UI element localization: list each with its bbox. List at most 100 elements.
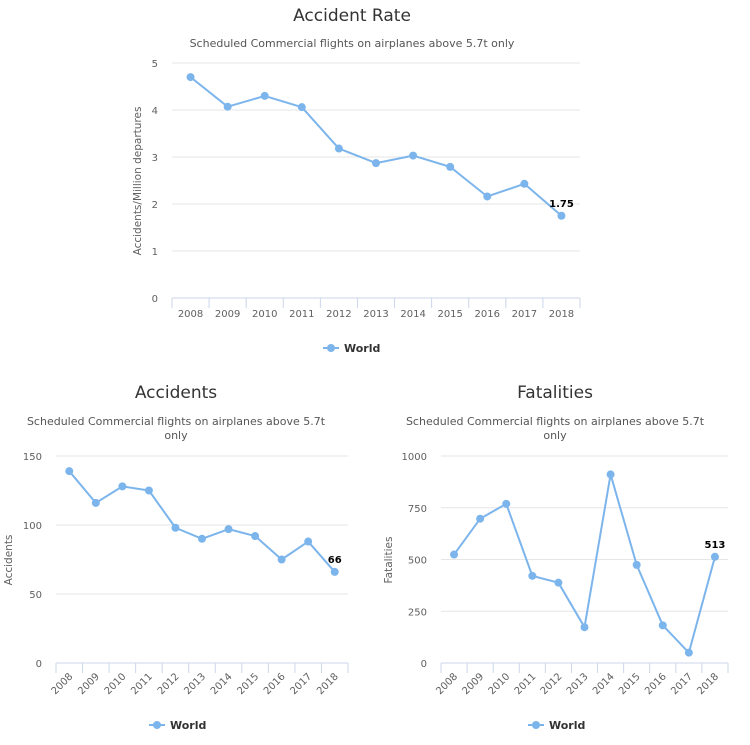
data-point[interactable] bbox=[684, 648, 693, 657]
y-tick-label: 0 bbox=[152, 294, 158, 305]
x-tick-label: 2009 bbox=[76, 671, 102, 697]
x-tick-label: 2015 bbox=[235, 671, 261, 697]
x-tick-label: 2017 bbox=[289, 671, 315, 697]
chart-subtitle: Scheduled Commercial flights on airplane… bbox=[27, 415, 326, 428]
x-tick-label: 2016 bbox=[643, 671, 669, 697]
legend-label[interactable]: World bbox=[549, 719, 585, 732]
legend[interactable]: World bbox=[528, 719, 585, 732]
data-point[interactable] bbox=[91, 498, 100, 507]
x-axis: 2008 2009 2010 2011 2012 2013 2014 2015 2016 2017… bbox=[50, 662, 349, 697]
data-point[interactable] bbox=[171, 523, 180, 532]
data-point[interactable] bbox=[251, 532, 260, 541]
x-tick-label: 2008 bbox=[178, 309, 203, 320]
chart-subtitle: Scheduled Commercial flights on airplane… bbox=[406, 415, 705, 428]
data-point[interactable] bbox=[658, 621, 667, 630]
y-tick-label: 250 bbox=[408, 607, 427, 618]
y-tick-label: 500 bbox=[408, 556, 427, 567]
y-tick-labels: 0 250 500 750 1000 bbox=[402, 452, 427, 670]
x-tick-label: 2015 bbox=[437, 309, 462, 320]
y-tick-label: 750 bbox=[408, 504, 427, 515]
x-tick-label: 2009 bbox=[460, 671, 486, 697]
x-tick-label: 2018 bbox=[695, 671, 721, 697]
data-point[interactable] bbox=[260, 91, 269, 100]
data-point[interactable] bbox=[476, 514, 485, 523]
legend[interactable]: World bbox=[323, 342, 380, 355]
data-point[interactable] bbox=[528, 571, 537, 580]
x-tick-label: 2010 bbox=[487, 671, 513, 697]
y-tick-label: 100 bbox=[23, 521, 42, 532]
x-tick-label: 2011 bbox=[289, 309, 314, 320]
legend-label[interactable]: World bbox=[344, 342, 380, 355]
data-point[interactable] bbox=[297, 103, 306, 112]
x-tick-label: 2017 bbox=[669, 671, 695, 697]
y-tick-label: 0 bbox=[36, 659, 42, 670]
data-point[interactable] bbox=[557, 211, 566, 220]
x-tick-label: 2014 bbox=[400, 309, 425, 320]
data-point[interactable] bbox=[606, 470, 615, 479]
x-tick-label: 2012 bbox=[156, 671, 182, 697]
y-tick-label: 50 bbox=[29, 590, 42, 601]
x-tick-label: 2012 bbox=[539, 671, 565, 697]
y-tick-label: 1 bbox=[152, 247, 158, 258]
x-axis: 2008 2009 2010 2011 2012 2013 2014 2015 2016 2017… bbox=[434, 662, 729, 697]
data-point[interactable] bbox=[330, 567, 339, 576]
chart-subtitle: only bbox=[543, 429, 567, 442]
data-point[interactable] bbox=[65, 467, 74, 476]
x-tick-label: 2011 bbox=[129, 671, 155, 697]
x-tick-label: 2017 bbox=[512, 309, 537, 320]
y-tick-label: 3 bbox=[152, 153, 158, 164]
y-tick-label: 4 bbox=[152, 106, 158, 117]
series-world: 513 bbox=[450, 470, 726, 657]
data-point[interactable] bbox=[144, 486, 153, 495]
data-point[interactable] bbox=[277, 555, 286, 564]
x-tick-label: 2014 bbox=[209, 671, 235, 697]
data-point[interactable] bbox=[580, 623, 589, 632]
series-line bbox=[189, 76, 563, 217]
x-tick-label: 2013 bbox=[363, 309, 388, 320]
data-point[interactable] bbox=[223, 102, 232, 111]
legend-label[interactable]: World bbox=[170, 719, 206, 732]
y-axis-title: Accidents/Million departures bbox=[132, 107, 144, 256]
data-point[interactable] bbox=[186, 73, 195, 82]
x-tick-label: 2008 bbox=[50, 671, 76, 697]
data-point[interactable] bbox=[446, 162, 455, 171]
data-point[interactable] bbox=[304, 537, 313, 546]
accident-rate-chart: Accident Rate Scheduled Commercial fligh… bbox=[132, 6, 581, 355]
y-gridlines bbox=[172, 62, 580, 252]
x-tick-label: 2016 bbox=[262, 671, 288, 697]
data-point[interactable] bbox=[372, 159, 380, 168]
data-point[interactable] bbox=[224, 525, 233, 534]
data-point[interactable] bbox=[520, 179, 529, 188]
legend[interactable]: World bbox=[149, 719, 206, 732]
x-tick-label: 2010 bbox=[252, 309, 277, 320]
x-tick-label: 2015 bbox=[617, 671, 643, 697]
x-tick-label: 2012 bbox=[326, 309, 351, 320]
data-point[interactable] bbox=[710, 552, 719, 561]
y-tick-label: 1000 bbox=[402, 452, 427, 463]
data-point[interactable] bbox=[632, 560, 641, 569]
x-tick-label: 2018 bbox=[549, 309, 574, 320]
data-point[interactable] bbox=[502, 499, 511, 508]
y-tick-labels: 0 1 2 3 4 5 bbox=[152, 59, 158, 305]
data-point[interactable] bbox=[198, 534, 206, 543]
y-tick-labels: 0 50 100 150 bbox=[23, 452, 42, 670]
chart-subtitle: Scheduled Commercial flights on airplane… bbox=[190, 37, 515, 50]
x-tick-label: 2008 bbox=[434, 671, 460, 697]
data-label: 1.75 bbox=[549, 199, 574, 210]
y-tick-label: 2 bbox=[152, 200, 158, 211]
data-point[interactable] bbox=[118, 482, 127, 491]
data-point[interactable] bbox=[334, 144, 343, 153]
x-tick-label: 2013 bbox=[182, 671, 208, 697]
x-tick-label: 2014 bbox=[591, 671, 617, 697]
data-label: 513 bbox=[705, 540, 726, 551]
data-point[interactable] bbox=[450, 550, 459, 559]
x-axis: 2008 2009 2010 2011 2012 2013 2014 2015 2016 2017… bbox=[171, 297, 581, 320]
data-point[interactable] bbox=[483, 192, 492, 201]
chart-title: Accidents bbox=[135, 383, 217, 403]
data-point[interactable] bbox=[409, 151, 418, 160]
data-point[interactable] bbox=[554, 578, 563, 587]
x-tick-label: 2013 bbox=[565, 671, 591, 697]
data-label: 66 bbox=[328, 555, 342, 566]
y-gridlines bbox=[56, 455, 348, 595]
